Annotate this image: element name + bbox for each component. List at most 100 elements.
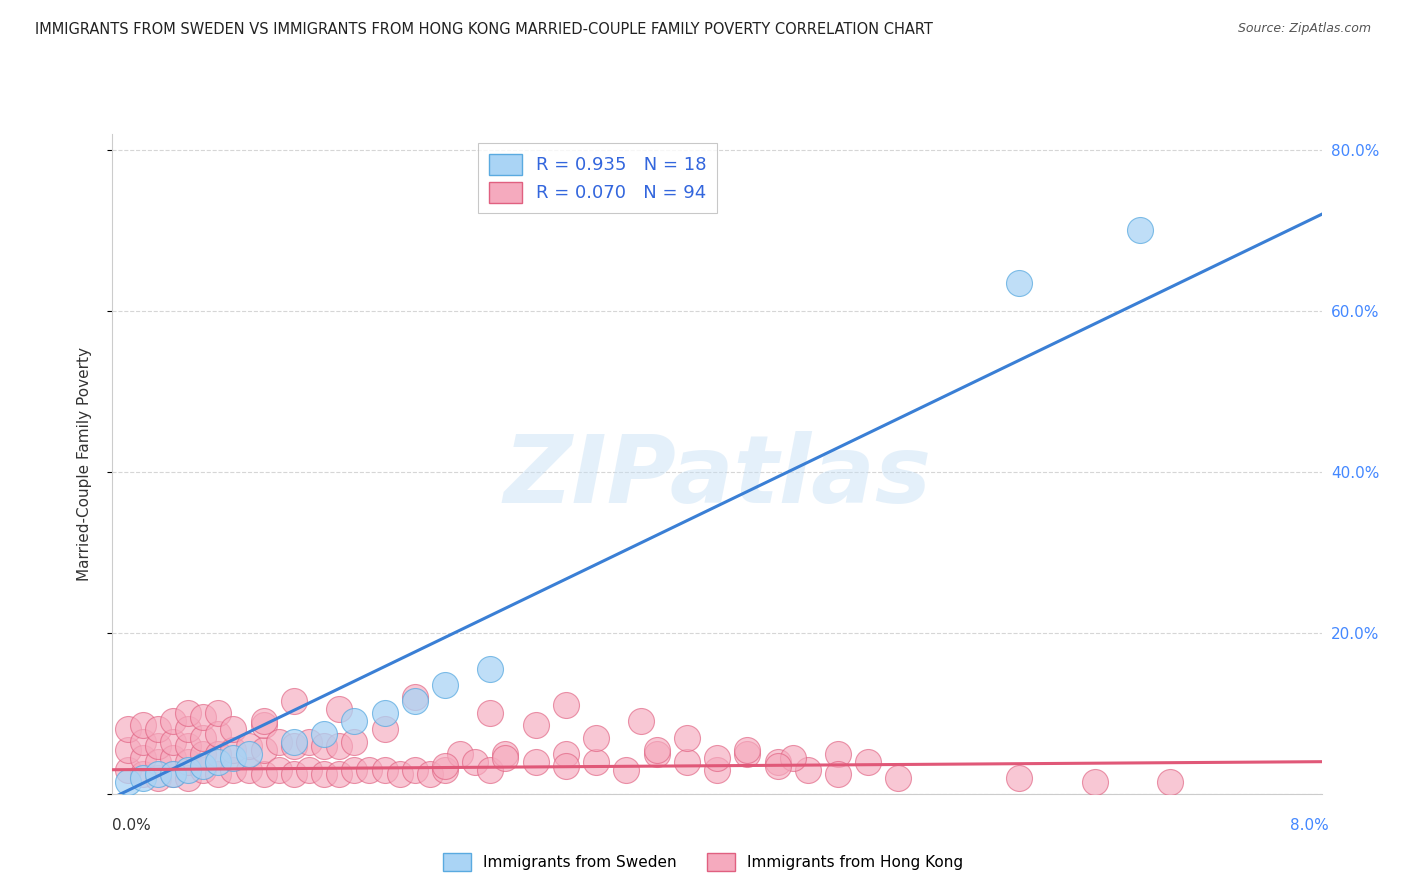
Point	[162, 750, 184, 764]
Point	[328, 739, 350, 753]
Point	[191, 763, 215, 777]
Point	[222, 763, 245, 777]
Point	[132, 734, 155, 748]
Point	[404, 694, 426, 708]
Point	[117, 723, 139, 737]
Point	[404, 763, 426, 777]
Point	[706, 750, 728, 764]
Point	[464, 755, 486, 769]
Point	[177, 723, 200, 737]
Point	[207, 706, 229, 721]
Point	[162, 714, 184, 729]
Y-axis label: Married-Couple Family Poverty: Married-Couple Family Poverty	[77, 347, 91, 581]
Point	[253, 718, 276, 732]
Point	[766, 758, 789, 772]
Point	[132, 771, 155, 785]
Point	[312, 739, 335, 753]
Point	[479, 706, 502, 721]
Point	[1084, 774, 1107, 789]
Point	[312, 766, 335, 780]
Point	[479, 763, 502, 777]
Point	[328, 702, 350, 716]
Point	[312, 726, 335, 740]
Point	[162, 766, 184, 780]
Point	[524, 718, 547, 732]
Legend: R = 0.935   N = 18, R = 0.070   N = 94: R = 0.935 N = 18, R = 0.070 N = 94	[478, 143, 717, 213]
Point	[132, 718, 155, 732]
Point	[675, 731, 697, 745]
Point	[616, 763, 638, 777]
Point	[146, 739, 169, 753]
Legend: Immigrants from Sweden, Immigrants from Hong Kong: Immigrants from Sweden, Immigrants from …	[437, 847, 969, 877]
Point	[283, 766, 305, 780]
Text: Source: ZipAtlas.com: Source: ZipAtlas.com	[1237, 22, 1371, 36]
Point	[737, 747, 759, 761]
Point	[222, 723, 245, 737]
Point	[706, 763, 728, 777]
Point	[177, 755, 200, 769]
Point	[766, 755, 789, 769]
Point	[585, 731, 607, 745]
Point	[207, 726, 229, 740]
Point	[253, 742, 276, 756]
Point	[359, 763, 381, 777]
Point	[238, 739, 260, 753]
Point	[177, 771, 200, 785]
Text: IMMIGRANTS FROM SWEDEN VS IMMIGRANTS FROM HONG KONG MARRIED-COUPLE FAMILY POVERT: IMMIGRANTS FROM SWEDEN VS IMMIGRANTS FRO…	[35, 22, 934, 37]
Point	[207, 755, 229, 769]
Point	[283, 694, 305, 708]
Point	[343, 734, 366, 748]
Point	[373, 763, 396, 777]
Point	[479, 662, 502, 676]
Point	[191, 758, 215, 772]
Point	[117, 742, 139, 756]
Point	[146, 755, 169, 769]
Point	[373, 723, 396, 737]
Point	[146, 723, 169, 737]
Point	[433, 678, 456, 692]
Point	[388, 766, 411, 780]
Point	[524, 755, 547, 769]
Point	[373, 706, 396, 721]
Point	[554, 747, 576, 761]
Point	[253, 714, 276, 729]
Point	[827, 766, 849, 780]
Point	[495, 747, 517, 761]
Point	[283, 734, 305, 748]
Point	[495, 750, 517, 764]
Point	[1129, 223, 1152, 237]
Point	[554, 698, 576, 713]
Point	[132, 750, 155, 764]
Point	[191, 710, 215, 724]
Text: ZIPatlas: ZIPatlas	[503, 431, 931, 523]
Point	[585, 755, 607, 769]
Point	[267, 734, 290, 748]
Point	[1008, 276, 1031, 290]
Point	[253, 766, 276, 780]
Point	[856, 755, 880, 769]
Point	[177, 706, 200, 721]
Point	[1008, 771, 1031, 785]
Point	[796, 763, 818, 777]
Point	[675, 755, 697, 769]
Point	[645, 742, 668, 756]
Point	[433, 758, 456, 772]
Point	[298, 734, 321, 748]
Point	[630, 714, 652, 729]
Point	[207, 747, 229, 761]
Point	[177, 739, 200, 753]
Point	[645, 747, 668, 761]
Text: 8.0%: 8.0%	[1289, 818, 1329, 832]
Point	[298, 763, 321, 777]
Point	[162, 734, 184, 748]
Point	[419, 766, 441, 780]
Point	[404, 690, 426, 705]
Point	[222, 750, 245, 764]
Point	[782, 750, 804, 764]
Point	[207, 766, 229, 780]
Point	[343, 714, 366, 729]
Point	[887, 771, 910, 785]
Point	[132, 766, 155, 780]
Point	[191, 731, 215, 745]
Point	[554, 758, 576, 772]
